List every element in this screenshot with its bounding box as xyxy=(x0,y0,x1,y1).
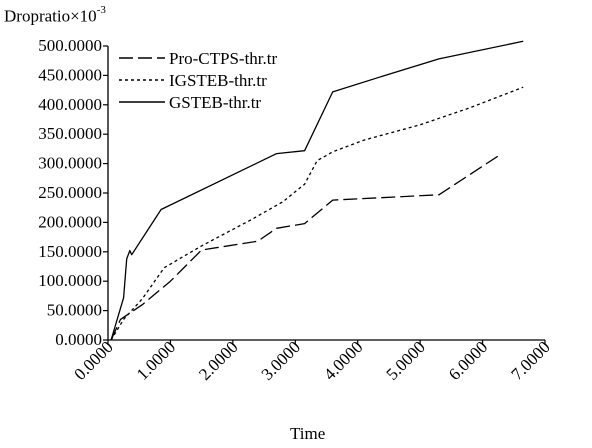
y-tick-label: 350.0000 xyxy=(38,124,102,143)
x-tick-label: 1.0000 xyxy=(133,337,179,383)
y-axis-label: Dropratio×10-3 xyxy=(4,4,106,27)
legend-label-1: Pro-CTPS-thr.tr xyxy=(169,49,277,68)
y-tick-label: 150.0000 xyxy=(38,242,102,261)
y-axis-label-base: Dropratio×10 xyxy=(4,6,97,26)
legend: Pro-CTPS-thr.tr IGSTEB-thr.tr GSTEB-thr.tr xyxy=(119,49,277,112)
x-axis-label: Time xyxy=(290,424,326,443)
legend-label-2: IGSTEB-thr.tr xyxy=(169,71,267,90)
legend-label-3: GSTEB-thr.tr xyxy=(169,93,261,112)
y-tick-label: 250.0000 xyxy=(38,183,102,202)
x-tick-label: 6.0000 xyxy=(445,337,491,383)
series-line-2 xyxy=(110,86,524,341)
y-tick-label: 0.0000 xyxy=(55,330,102,349)
y-tick-label: 400.0000 xyxy=(38,95,102,114)
y-tick-label: 200.0000 xyxy=(38,212,102,231)
y-tick-label: 450.0000 xyxy=(38,65,102,84)
x-tick-label: 5.0000 xyxy=(382,337,428,383)
x-tick-label: 4.0000 xyxy=(320,337,366,383)
y-tick-label: 100.0000 xyxy=(38,271,102,290)
y-tick-label: 500.0000 xyxy=(38,36,102,55)
y-axis-label-exponent: -3 xyxy=(96,4,106,16)
series-line-3 xyxy=(110,40,524,341)
y-tick-label: 50.0000 xyxy=(47,301,102,320)
series-line-1 xyxy=(110,155,499,341)
x-tick-label: 3.0000 xyxy=(258,337,304,383)
x-tick-label: 7.0000 xyxy=(507,337,553,383)
x-tick-label: 2.0000 xyxy=(195,337,241,383)
series-layer xyxy=(110,40,524,341)
y-tick-label: 300.0000 xyxy=(38,154,102,173)
